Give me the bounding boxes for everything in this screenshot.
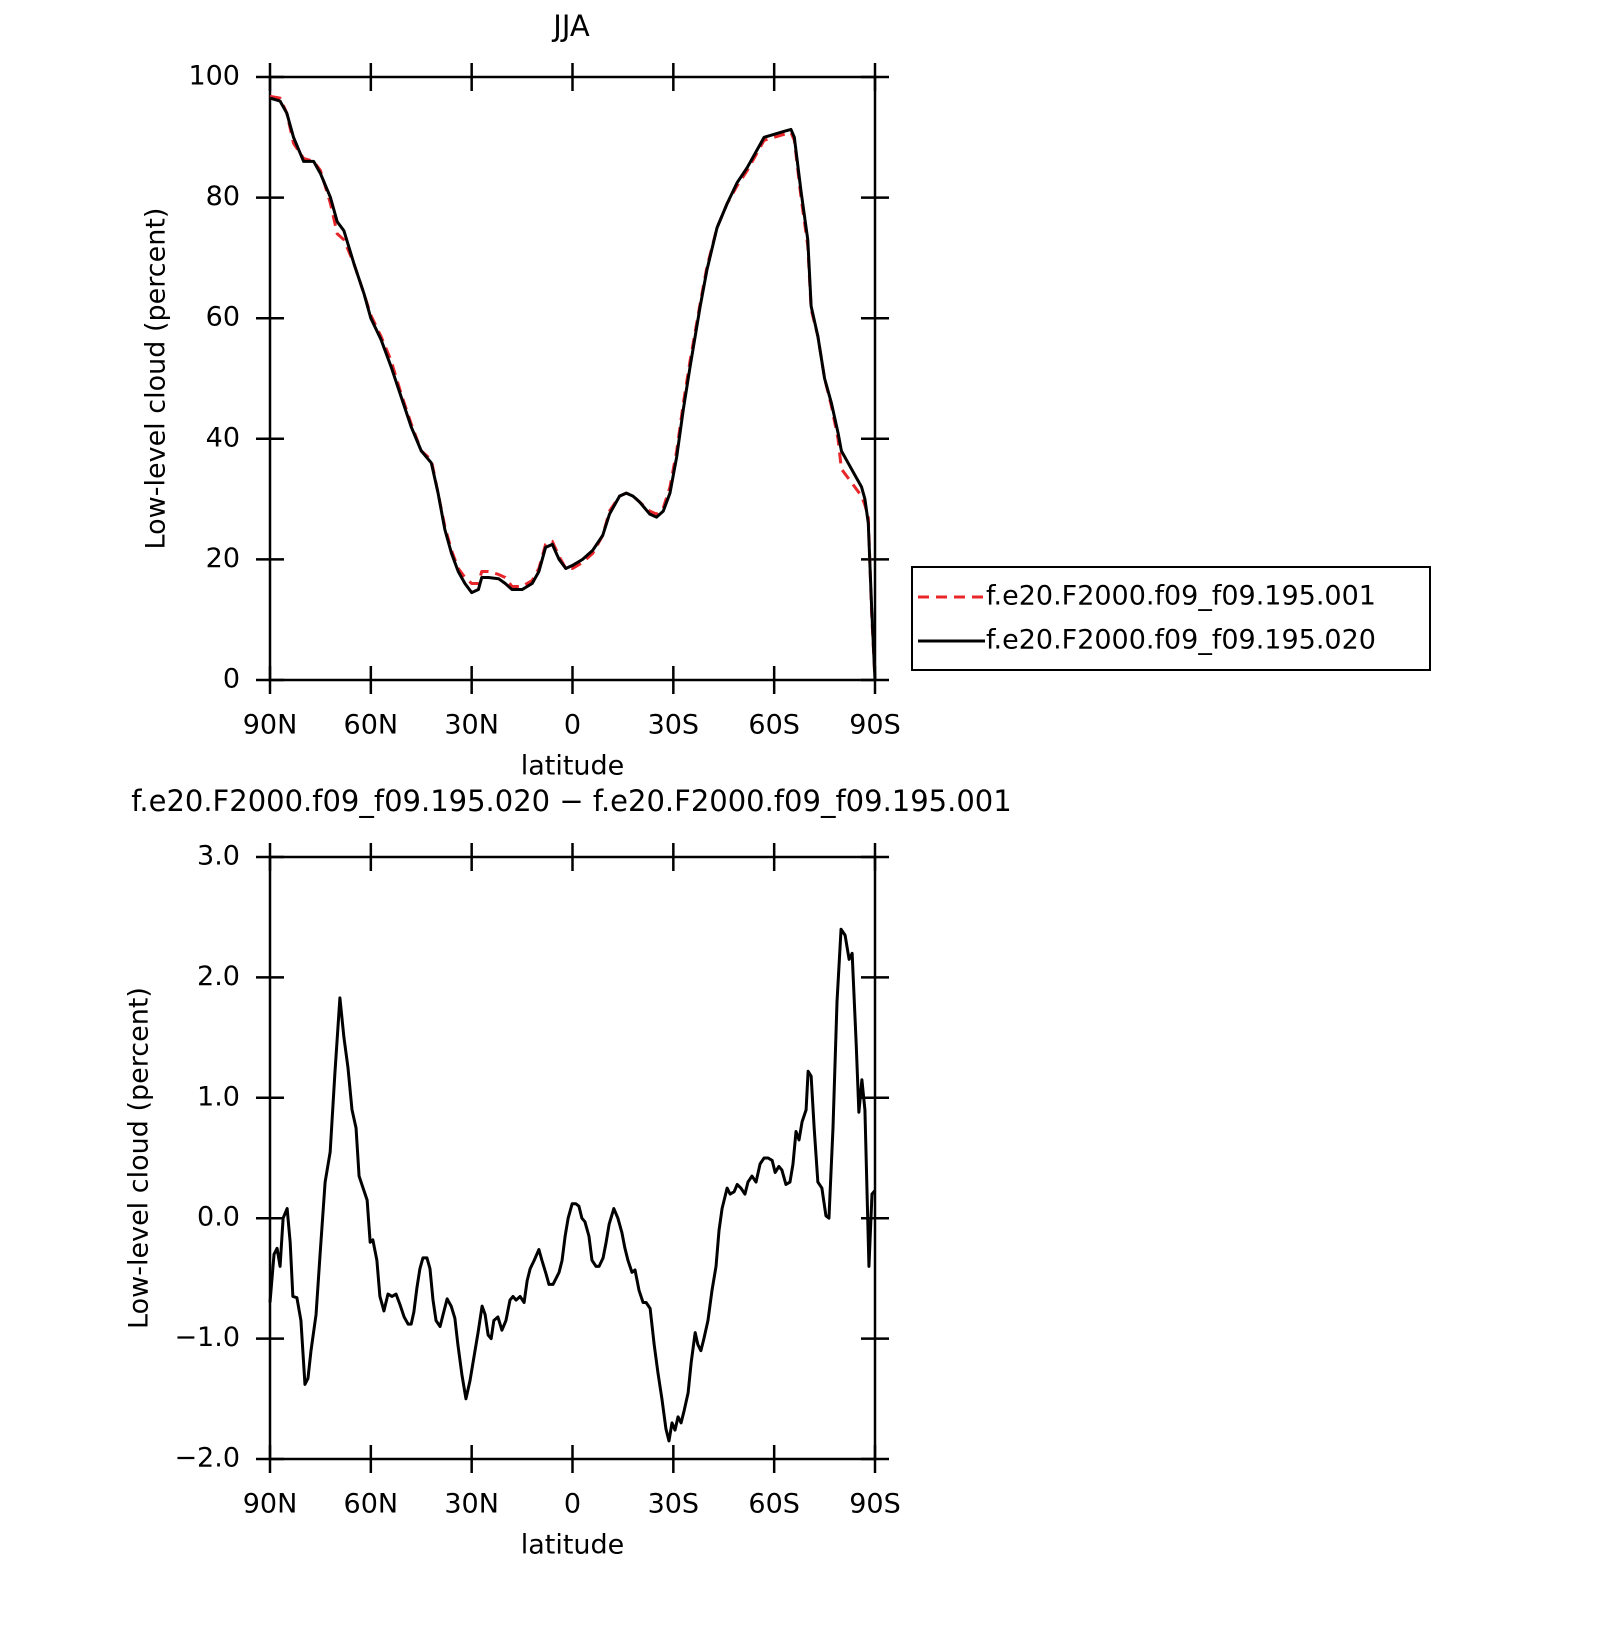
y-tick-label: 0.0 (197, 1202, 240, 1233)
plot-frame (268, 855, 877, 1461)
y-tick-label: 80 (206, 181, 240, 212)
y-tick-label: 1.0 (197, 1081, 240, 1112)
y-tick-label: −2.0 (174, 1443, 240, 1474)
x-tick-label: 90N (243, 710, 298, 741)
x-tick-label: 60N (344, 710, 399, 741)
y-tick-label: 2.0 (197, 961, 240, 992)
x-tick-label: 90S (849, 710, 901, 741)
y-tick-label: −1.0 (174, 1322, 240, 1353)
y-tick-label: 100 (188, 61, 240, 92)
legend-box (911, 566, 1431, 671)
x-tick-label: 90S (849, 1489, 901, 1520)
x-tick-label: 0 (564, 710, 581, 741)
x-tick-label: 60N (344, 1489, 399, 1520)
chart-title: f.e20.F2000.f09_f09.195.020 − f.e20.F200… (131, 784, 1011, 818)
data-line (268, 927, 877, 1443)
x-axis-label: latitude (521, 1530, 625, 1561)
y-tick-label: 0 (223, 664, 240, 695)
x-tick-label: 90N (243, 1489, 298, 1520)
legend-label: f.e20.F2000.f09_f09.195.020 (986, 625, 1376, 656)
x-tick-label: 30S (648, 710, 700, 741)
y-axis-label: Low-level cloud (percent) (124, 987, 155, 1329)
data-line (269, 94, 877, 681)
data-line (269, 96, 877, 681)
x-tick-label: 30S (648, 1489, 700, 1520)
y-tick-label: 60 (206, 302, 240, 333)
y-tick-label: 40 (206, 422, 240, 453)
legend-label: f.e20.F2000.f09_f09.195.001 (986, 581, 1376, 612)
x-tick-label: 0 (564, 1489, 581, 1520)
y-tick-label: 3.0 (197, 841, 240, 872)
y-tick-label: 20 (206, 543, 240, 574)
chart-title: JJA (551, 9, 590, 43)
x-tick-label: 60S (748, 710, 800, 741)
x-tick-label: 30N (444, 1489, 499, 1520)
plot-frame (268, 75, 877, 682)
y-axis-label: Low-level cloud (percent) (141, 208, 172, 550)
x-axis-label: latitude (521, 751, 625, 782)
x-tick-label: 60S (748, 1489, 800, 1520)
x-tick-label: 30N (444, 710, 499, 741)
